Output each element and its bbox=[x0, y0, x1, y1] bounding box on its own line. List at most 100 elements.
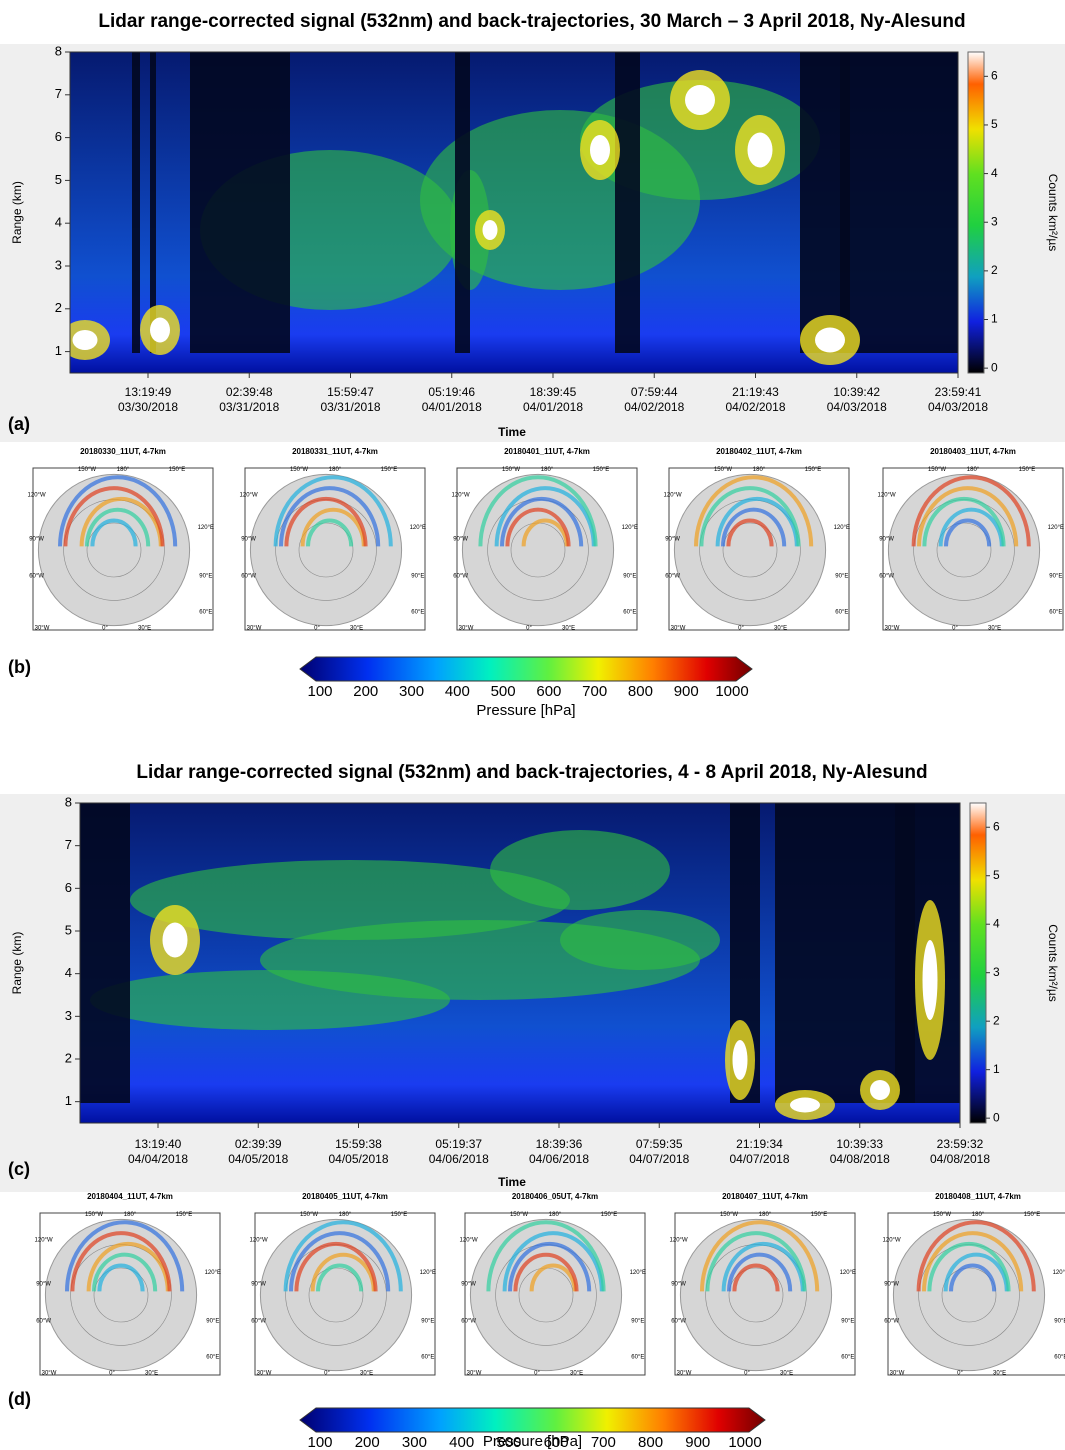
x-axis-label: Time bbox=[498, 425, 526, 439]
x-tick-date: 04/01/2018 bbox=[422, 400, 482, 414]
map-coordinate-label: 60°W bbox=[879, 574, 894, 580]
x-tick-date: 04/02/2018 bbox=[624, 400, 684, 414]
pressure-tick-label: 1000 bbox=[728, 1434, 761, 1450]
map-coordinate-label: 150°W bbox=[720, 1212, 738, 1218]
trajectory bbox=[521, 518, 569, 547]
trajectory bbox=[58, 475, 178, 547]
y-tick-label: 5 bbox=[65, 922, 72, 937]
map-coordinate-label: 150°W bbox=[300, 1212, 318, 1218]
map-coordinate-label: 0° bbox=[102, 626, 108, 632]
trajectory bbox=[699, 486, 801, 547]
no-signal-region bbox=[132, 52, 140, 353]
map-coordinate-label: 90°W bbox=[671, 1281, 686, 1287]
map-coordinate-label: 90°W bbox=[879, 536, 894, 542]
x-tick-time: 13:19:40 bbox=[135, 1137, 182, 1151]
y-tick-label: 5 bbox=[55, 172, 62, 187]
map-coordinate-label: 60°E bbox=[411, 609, 424, 615]
map-coordinate-label: 150°W bbox=[928, 467, 946, 473]
aerosol-layer bbox=[130, 860, 570, 940]
latitude-circle bbox=[298, 522, 354, 578]
x-tick-date: 04/02/2018 bbox=[725, 400, 785, 414]
x-tick-time: 18:39:45 bbox=[530, 385, 577, 399]
map-coordinate-label: 60°E bbox=[1054, 1354, 1065, 1360]
cloud-core bbox=[482, 220, 498, 240]
trajectory bbox=[943, 1252, 1009, 1292]
map-coordinate-label: 120°W bbox=[670, 1238, 688, 1244]
map-coordinate-label: 60°W bbox=[671, 1319, 686, 1325]
trajectory bbox=[911, 475, 1031, 547]
x-tick-date: 04/04/2018 bbox=[128, 1152, 188, 1166]
map-coordinate-label: 0° bbox=[738, 626, 744, 632]
plot-frame bbox=[79, 802, 961, 1124]
trajectory bbox=[505, 507, 571, 547]
trajectory bbox=[70, 1231, 172, 1292]
pressure-tick-label: 900 bbox=[674, 683, 699, 700]
y-tick-label: 1 bbox=[55, 343, 62, 358]
x-tick-date: 04/07/2018 bbox=[629, 1152, 689, 1166]
map-coordinate-label: 90°E bbox=[206, 1319, 219, 1325]
map-coordinate-label: 90°E bbox=[1054, 1319, 1065, 1325]
x-tick-date: 03/31/2018 bbox=[219, 400, 279, 414]
map-coordinate-label: 60°E bbox=[841, 1354, 854, 1360]
colorbar-tick-label: 4 bbox=[993, 916, 1000, 930]
map-coordinate-label: 90°E bbox=[199, 574, 212, 580]
trajectory bbox=[65, 1220, 185, 1292]
map-coordinate-label: 60°W bbox=[36, 1319, 51, 1325]
pressure-tick-label: 100 bbox=[307, 683, 332, 700]
map-coordinate-label: 30°W bbox=[459, 626, 474, 632]
cloud-core bbox=[747, 132, 773, 168]
y-tick-label: 7 bbox=[65, 837, 72, 852]
trajectory bbox=[86, 1241, 170, 1292]
y-tick-label: 6 bbox=[55, 129, 62, 144]
map-title: 20180408_11UT, 4-7km bbox=[935, 1192, 1021, 1201]
map-coordinate-label: 0° bbox=[744, 1371, 750, 1377]
x-tick-time: 23:59:41 bbox=[935, 385, 982, 399]
colorbar-tick-label: 0 bbox=[991, 360, 998, 374]
x-tick-time: 05:19:37 bbox=[435, 1137, 482, 1151]
trajectory bbox=[732, 1263, 780, 1292]
panel-label: (c) bbox=[8, 1159, 30, 1179]
map-coordinate-label: 120°W bbox=[35, 1238, 53, 1244]
colorbar-tick-label: 0 bbox=[993, 1110, 1000, 1124]
map-coordinate-label: 90°W bbox=[251, 1281, 266, 1287]
pressure-tick-label: 700 bbox=[591, 1434, 616, 1450]
map-coordinate-label: 60°E bbox=[1049, 609, 1062, 615]
map-coordinate-label: 0° bbox=[534, 1371, 540, 1377]
map-coordinate-label: 90°W bbox=[241, 536, 256, 542]
colorbar-tick-label: 2 bbox=[993, 1013, 1000, 1027]
x-tick-time: 10:39:33 bbox=[836, 1137, 883, 1151]
map-coordinate-label: 180° bbox=[541, 467, 554, 473]
pressure-tick-label: 300 bbox=[402, 1434, 427, 1450]
no-signal-region bbox=[615, 52, 640, 353]
map-coordinate-label: 120°E bbox=[198, 525, 214, 531]
trajectory bbox=[85, 507, 151, 547]
lidar-heatmap bbox=[80, 803, 960, 1123]
panel-label: (a) bbox=[8, 414, 30, 434]
aerosol-layer bbox=[490, 830, 670, 910]
pressure-label: Pressure [hPa] bbox=[476, 702, 575, 719]
map-coordinate-label: 30°E bbox=[360, 1371, 373, 1377]
colorbar-label: Counts km²/µs bbox=[1046, 924, 1060, 1002]
map-coordinate-label: 30°W bbox=[671, 626, 686, 632]
aerosol-layer bbox=[560, 910, 720, 970]
trajectory bbox=[721, 1241, 805, 1292]
x-tick-time: 18:39:36 bbox=[536, 1137, 583, 1151]
map-coordinate-label: 150°E bbox=[593, 467, 609, 473]
no-signal-region bbox=[190, 52, 290, 353]
map-coordinate-label: 30°W bbox=[42, 1371, 57, 1377]
map-coordinate-label: 120°E bbox=[1048, 525, 1064, 531]
map-coordinate-label: 60°W bbox=[29, 574, 44, 580]
map-coordinate-label: 180° bbox=[339, 1212, 352, 1218]
pressure-label: Pressure [hPa] bbox=[483, 1433, 582, 1450]
map-coordinate-label: 180° bbox=[967, 467, 980, 473]
map-coordinate-label: 60°E bbox=[631, 1354, 644, 1360]
map-coordinate-label: 0° bbox=[324, 1371, 330, 1377]
trajectory bbox=[529, 1263, 577, 1292]
y-axis-label: Range (km) bbox=[10, 932, 24, 995]
trajectory bbox=[705, 1231, 807, 1292]
cloud-core bbox=[590, 135, 610, 165]
map-coordinate-label: 90°W bbox=[884, 1281, 899, 1287]
latitude-circle bbox=[86, 522, 142, 578]
x-axis-label: Time bbox=[498, 1175, 526, 1189]
map-coordinate-label: 30°E bbox=[993, 1371, 1006, 1377]
